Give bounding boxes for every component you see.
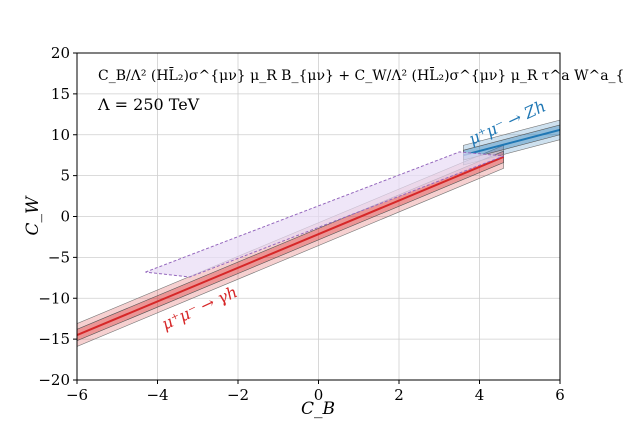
x-axis-label: C_B [301,399,335,419]
y-tick-label: −20 [38,371,70,389]
x-tick-label: 6 [555,386,565,404]
y-tick-label: −10 [38,289,70,307]
operator-annotation: C_B/Λ² (HL̄₂)σ^{μν} μ_R B_{μν} + C_W/Λ² … [98,66,623,84]
series-line-1 [463,128,560,157]
y-tick-label: 15 [51,85,70,103]
x-tick-label: 0 [314,386,324,404]
y-tick-label: −5 [48,248,70,266]
x-tick-label: −4 [146,386,168,404]
y-tick-label: −15 [38,330,70,348]
x-tick-label: −6 [66,386,88,404]
y-tick-label: 5 [60,167,70,185]
operator-text: C_B/Λ² (HL̄₂)σ^{μν} μ_R B_{μν} + C_W/Λ² … [98,66,623,84]
x-tick-label: 4 [475,386,485,404]
x-tick-label: 2 [394,386,404,404]
y-tick-label: 10 [51,126,70,144]
y-tick-label: 20 [51,44,70,62]
x-tick-label: −2 [227,386,249,404]
y-tick-label: 0 [60,208,70,226]
lambda-annotation: Λ = 250 TeV [97,95,200,114]
bands [77,119,560,347]
region-polygon [145,151,504,278]
series-line-0 [77,155,505,336]
y-axis-label: C_W [23,195,43,236]
